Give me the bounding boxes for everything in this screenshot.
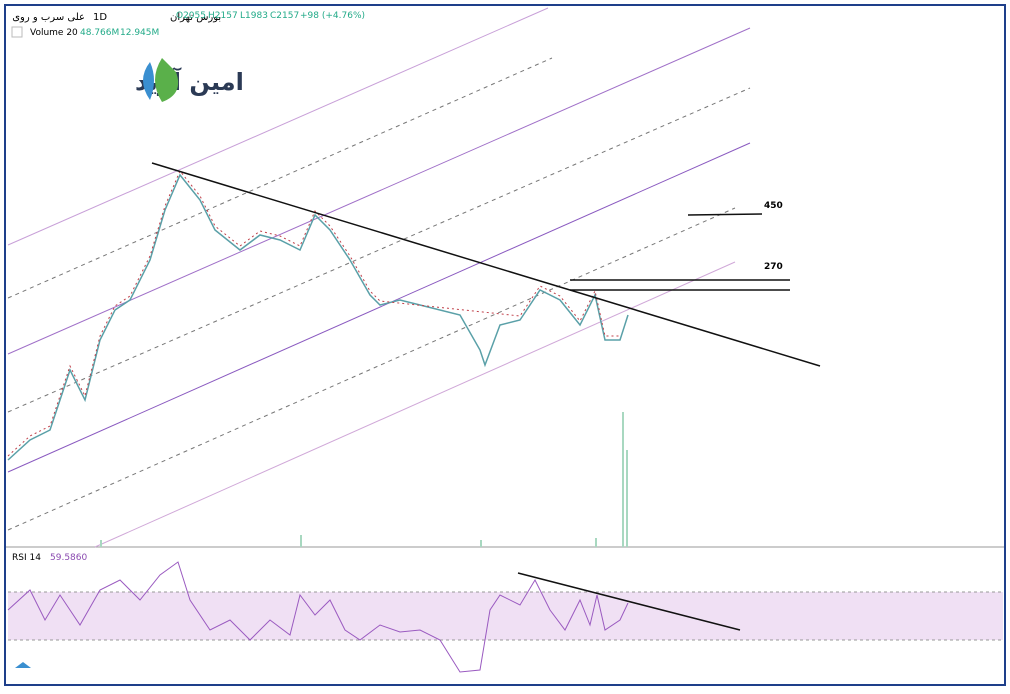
level-line [687, 213, 763, 216]
logo-icon [143, 58, 179, 102]
brand-icon [15, 662, 31, 668]
change: +98 (+4.76%) [300, 11, 365, 21]
frame [4, 4, 1006, 686]
rsi-series [7, 561, 629, 673]
low: L1983 [240, 11, 268, 21]
candles [7, 170, 620, 457]
symbol: علی سرب و روی [12, 12, 85, 23]
rsi-band [8, 592, 1003, 640]
rsi-trendline [517, 572, 741, 631]
pitchfork [7, 7, 751, 548]
volume-value: 12.945M [120, 28, 159, 38]
trendline [151, 162, 821, 367]
interval: 1D [93, 12, 107, 23]
rsi-label: RSI 14 [12, 553, 41, 563]
level-label: 270 [764, 262, 783, 272]
exchange: بورس تهران [170, 12, 221, 23]
high: H2157 [208, 11, 238, 21]
volume-label: Volume 20 [30, 28, 78, 38]
close: C2157 [270, 11, 299, 21]
volume-bars [100, 412, 628, 547]
price-series [7, 173, 629, 461]
rsi-value: 59.5860 [50, 553, 87, 563]
level-label: 450 [764, 201, 783, 211]
collapse-button[interactable] [11, 26, 23, 38]
open: O2055 [176, 11, 206, 21]
volume-value: 48.766M [80, 28, 119, 38]
